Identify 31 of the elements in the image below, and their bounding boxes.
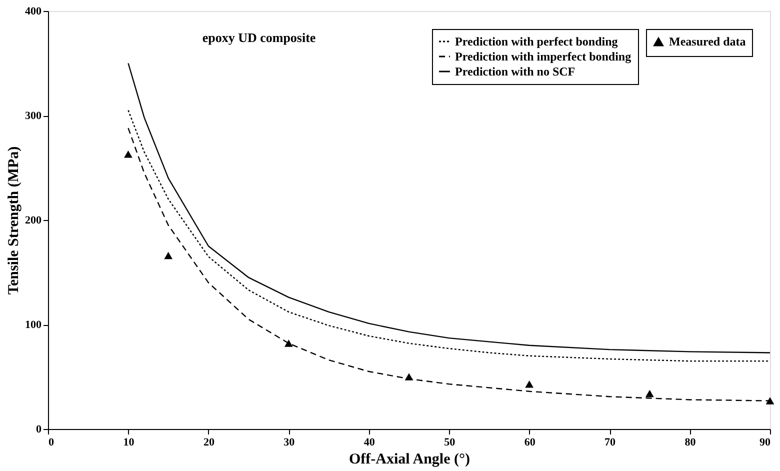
legend-label: Measured data xyxy=(669,34,746,48)
y-tick-label: 300 xyxy=(25,110,42,122)
point xyxy=(284,340,293,347)
y-tick-label: 0 xyxy=(36,424,42,436)
x-tick-label: 0 xyxy=(48,436,54,448)
x-tick-label: 90 xyxy=(760,436,771,448)
point xyxy=(404,373,414,380)
point xyxy=(164,252,173,260)
legend-label: Prediction with imperfect bonding xyxy=(455,50,632,64)
x-tick-label: 60 xyxy=(524,436,536,448)
y-axis-title: Tensile Strength (MPa) xyxy=(6,146,22,295)
point xyxy=(525,380,534,388)
line-series xyxy=(128,110,771,362)
text: epoxy UD composite xyxy=(202,30,316,45)
y-tick-label: 100 xyxy=(25,319,42,331)
y-tick-label: 400 xyxy=(25,6,42,18)
x-tick-label: 40 xyxy=(364,436,376,448)
x-tick-label: 80 xyxy=(684,436,696,448)
point xyxy=(124,150,132,158)
legend-label: Prediction with perfect bonding xyxy=(455,34,618,48)
y-tick-label: 200 xyxy=(25,214,42,226)
point xyxy=(645,390,654,398)
x-tick-label: 10 xyxy=(123,436,135,448)
line-series xyxy=(128,62,771,354)
x-tick-label: 50 xyxy=(444,436,456,448)
x-tick-label: 30 xyxy=(284,436,296,448)
legend-label: Prediction with no SCF xyxy=(455,64,576,78)
x-axis-title: Off-Axial Angle (°) xyxy=(349,452,470,468)
x-tick-label: 70 xyxy=(604,436,616,448)
x-tick-label: 20 xyxy=(203,436,215,448)
point xyxy=(766,397,774,404)
